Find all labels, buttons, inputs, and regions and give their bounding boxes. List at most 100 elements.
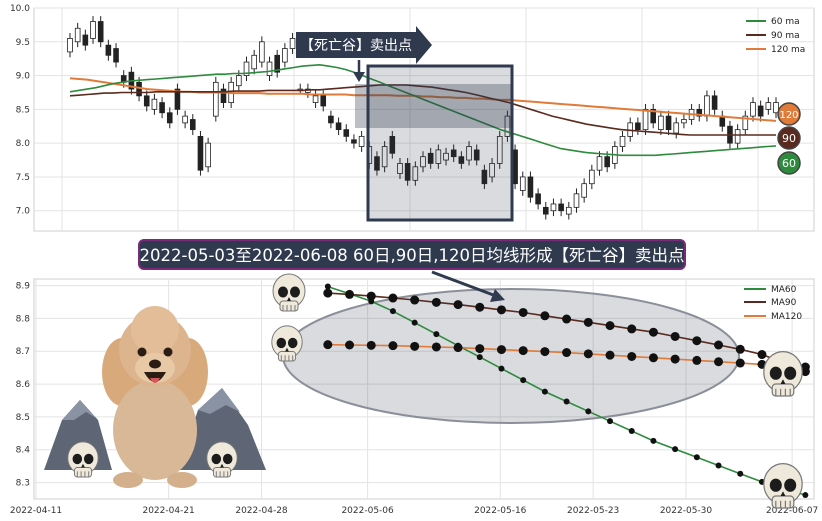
series-point-MA90 <box>410 295 420 305</box>
bottom-y-tick-label: 8.7 <box>16 347 30 357</box>
legend-ma120-label: 120 ma <box>771 45 805 55</box>
legend-ma60-label: 60 ma <box>771 17 800 27</box>
candle-body <box>427 152 434 164</box>
series-point-MA120 <box>366 340 376 350</box>
bottom-y-tick-label: 8.6 <box>16 380 31 390</box>
skull-icon <box>67 441 99 478</box>
convergence-ellipse <box>282 288 740 424</box>
series-point-MA120 <box>692 355 702 365</box>
candle-body <box>542 206 549 215</box>
series-point-MA90 <box>605 321 615 331</box>
series-point-MA120 <box>627 351 637 361</box>
sell-point-banner: 【死亡谷】卖出点 <box>296 26 432 64</box>
series-point-MA90 <box>670 331 680 341</box>
series-point-MA120 <box>518 346 528 356</box>
candle-body <box>82 34 89 46</box>
candle-body <box>312 95 319 104</box>
bottom-y-tick-label: 8.9 <box>16 282 31 292</box>
candle-body <box>343 129 350 137</box>
candle-body <box>734 129 741 144</box>
candle-body <box>220 88 227 104</box>
bottom-x-tick-label: 2022-04-21 <box>142 506 194 516</box>
skull-icon <box>763 462 803 509</box>
candle-body <box>450 149 457 158</box>
series-point-MA90 <box>562 314 572 324</box>
series-point-MA60 <box>433 331 440 338</box>
series-point-MA60 <box>737 470 744 477</box>
candle-body <box>243 61 250 76</box>
series-point-MA90 <box>366 291 376 301</box>
candle-body <box>266 61 273 76</box>
sell-point-label: 【死亡谷】卖出点 <box>300 38 412 54</box>
series-point-MA90 <box>518 307 528 317</box>
top-y-tick-label: 10.0 <box>10 4 30 14</box>
series-point-MA60 <box>563 398 570 405</box>
candle-body <box>481 169 488 185</box>
series-point-MA90 <box>648 327 658 337</box>
candle-body <box>604 156 610 168</box>
candle-body <box>773 102 779 114</box>
candle-body <box>236 75 242 87</box>
bottom-x-tick-label: 2022-05-30 <box>660 506 713 516</box>
skull-icon <box>206 441 238 478</box>
bottom-x-tick-label: 2022-04-11 <box>10 506 62 516</box>
candle-body <box>335 122 342 131</box>
title-banner: 2022-05-03至2022-06-08 60日,90日,120日均线形成【死… <box>138 239 686 270</box>
series-point-MA60 <box>672 446 679 453</box>
skull-icon <box>763 350 803 397</box>
poodle-icon <box>102 306 208 488</box>
candle-body <box>320 95 327 107</box>
top-y-tick-label: 8.0 <box>16 139 31 149</box>
candle-body <box>473 149 480 161</box>
series-point-MA120 <box>431 342 441 352</box>
series-point-MA90 <box>431 297 441 307</box>
candle-body <box>566 206 572 215</box>
candle-body <box>704 95 710 117</box>
bottom-y-tick-labels: 8.3 8.4 8.5 8.6 8.7 8.8 8.9 <box>16 282 31 489</box>
candle-body <box>550 203 557 212</box>
bottom-x-tick-label: 2022-05-23 <box>567 506 619 516</box>
bottom-x-tick-label: 2022-06-07 <box>766 506 818 516</box>
candle-body <box>328 115 334 124</box>
candle-body <box>466 146 472 161</box>
series-point-MA90 <box>757 350 767 360</box>
series-point-MA120 <box>323 340 333 350</box>
candle-body <box>404 163 411 181</box>
top-y-tick-label: 9.5 <box>16 38 30 48</box>
series-point-MA90 <box>583 317 593 327</box>
bottom-y-tick-label: 8.4 <box>16 446 31 456</box>
series-point-MA90 <box>735 344 745 354</box>
candle-body <box>282 48 288 63</box>
top-y-tick-label: 7.5 <box>16 173 30 183</box>
candle-body <box>489 163 495 178</box>
series-point-MA120 <box>388 341 398 351</box>
series-point-MA60 <box>389 308 396 315</box>
sell-zone-box <box>366 64 514 222</box>
candle-body <box>97 21 104 43</box>
bottom-y-tick-label: 8.5 <box>16 413 30 423</box>
candle-body <box>90 21 96 39</box>
series-point-MA90 <box>388 293 398 303</box>
death-valley-zone <box>355 84 512 128</box>
badge-60-label: 60 <box>782 157 796 170</box>
bottom-x-tick-label: 2022-05-16 <box>474 506 527 516</box>
candle-body <box>519 176 526 191</box>
badge-120-label: 120 <box>779 110 798 121</box>
series-point-MA120 <box>714 357 724 367</box>
top-y-tick-label: 9.0 <box>16 72 31 82</box>
candle-body <box>642 108 649 131</box>
candle-body <box>750 102 756 117</box>
candle-body <box>412 166 419 181</box>
series-point-MA120 <box>800 362 810 372</box>
badge-60 <box>777 151 801 175</box>
candle-body <box>535 193 541 205</box>
candle-body <box>665 115 672 131</box>
candle-body <box>159 102 165 114</box>
series-point-MA60 <box>715 462 722 469</box>
series-point-MA120 <box>583 349 593 359</box>
pointer-arrow-icon <box>431 270 505 302</box>
badge-120 <box>777 102 801 126</box>
legend-MA90-label: MA90 <box>771 298 797 308</box>
candle-body <box>74 27 81 43</box>
series-point-MA90 <box>345 289 355 299</box>
